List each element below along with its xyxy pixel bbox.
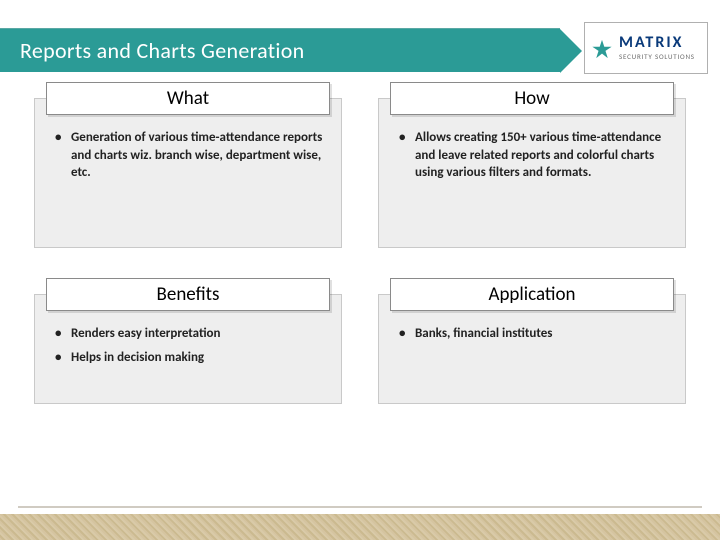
logo-text: MATRIX [619,35,683,51]
logo-tagline: SECURITY SOLUTIONS [619,53,695,61]
card-benefits: Renders easy interpretation Helps in dec… [34,294,342,444]
bullet: Allows creating 150+ various time-attend… [393,129,671,182]
title-bar: Reports and Charts Generation [0,28,560,72]
bullet: Renders easy interpretation [49,325,327,343]
card-heading: Application [390,278,674,311]
bullet: Helps in decision making [49,349,327,367]
bullet: Banks, financial institutes [393,325,671,343]
footer-texture [0,514,720,540]
card-application: Banks, financial institutes Application [378,294,686,444]
card-how: Allows creating 150+ various time-attend… [378,98,686,248]
page-title: Reports and Charts Generation [0,37,305,64]
brand-logo: MATRIX SECURITY SOLUTIONS [584,22,708,74]
slide: Reports and Charts Generation MATRIX SEC… [0,0,720,540]
divider [18,506,702,508]
card-heading: Benefits [46,278,330,311]
card-body: Generation of various time-attendance re… [34,98,342,248]
card-body: Allows creating 150+ various time-attend… [378,98,686,248]
card-grid: Generation of various time-attendance re… [34,98,686,444]
star-icon [591,39,613,61]
card-what: Generation of various time-attendance re… [34,98,342,248]
card-heading: How [390,82,674,115]
card-heading: What [46,82,330,115]
bullet: Generation of various time-attendance re… [49,129,327,182]
